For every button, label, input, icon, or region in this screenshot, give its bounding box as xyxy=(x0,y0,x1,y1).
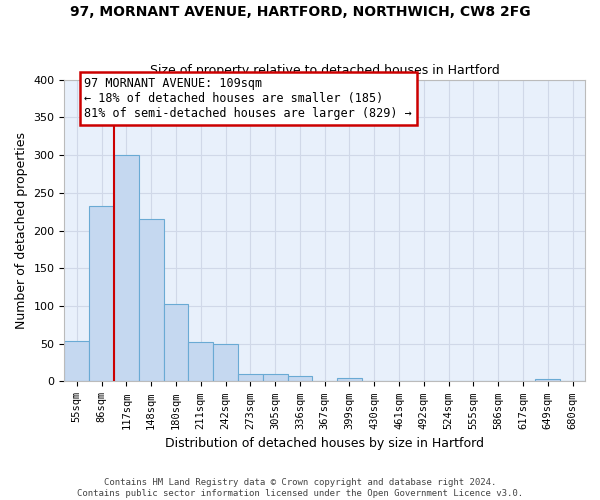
X-axis label: Distribution of detached houses by size in Hartford: Distribution of detached houses by size … xyxy=(165,437,484,450)
Bar xyxy=(164,304,188,382)
Bar xyxy=(238,374,263,382)
Bar xyxy=(213,344,238,382)
Bar xyxy=(89,206,114,382)
Bar xyxy=(114,155,139,382)
Text: Contains HM Land Registry data © Crown copyright and database right 2024.
Contai: Contains HM Land Registry data © Crown c… xyxy=(77,478,523,498)
Y-axis label: Number of detached properties: Number of detached properties xyxy=(15,132,28,329)
Bar xyxy=(188,342,213,382)
Text: 97, MORNANT AVENUE, HARTFORD, NORTHWICH, CW8 2FG: 97, MORNANT AVENUE, HARTFORD, NORTHWICH,… xyxy=(70,5,530,19)
Title: Size of property relative to detached houses in Hartford: Size of property relative to detached ho… xyxy=(150,64,500,77)
Bar xyxy=(287,376,313,382)
Bar xyxy=(337,378,362,382)
Bar xyxy=(139,219,164,382)
Bar xyxy=(535,379,560,382)
Bar xyxy=(64,342,89,382)
Bar xyxy=(263,374,287,382)
Text: 97 MORNANT AVENUE: 109sqm
← 18% of detached houses are smaller (185)
81% of semi: 97 MORNANT AVENUE: 109sqm ← 18% of detac… xyxy=(84,77,412,120)
